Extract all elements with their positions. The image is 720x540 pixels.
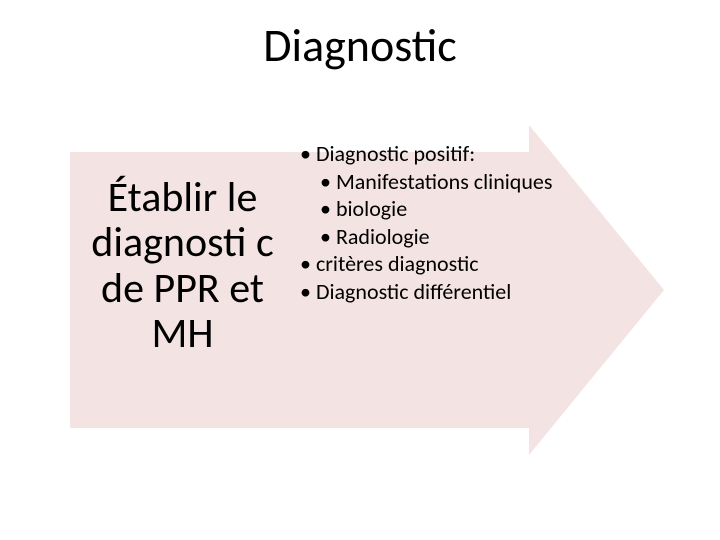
bullet-item-4: critères diagnostic <box>314 250 610 278</box>
bullet-item-1: Manifestations cliniques <box>334 168 610 196</box>
page-title: Diagnostic <box>0 18 720 74</box>
bullet-item-2: biologie <box>334 195 610 223</box>
bullet-item-3: Radiologie <box>334 223 610 251</box>
bullet-item-5: Diagnostic différentiel <box>314 278 610 306</box>
bullet-item-0: Diagnostic positif: <box>314 140 610 168</box>
bullet-list: Diagnostic positif:Manifestations cliniq… <box>300 140 610 305</box>
left-text-block: Établir le diagnosti c de PPR et MH <box>75 175 290 356</box>
right-list-block: Diagnostic positif:Manifestations cliniq… <box>300 140 610 305</box>
